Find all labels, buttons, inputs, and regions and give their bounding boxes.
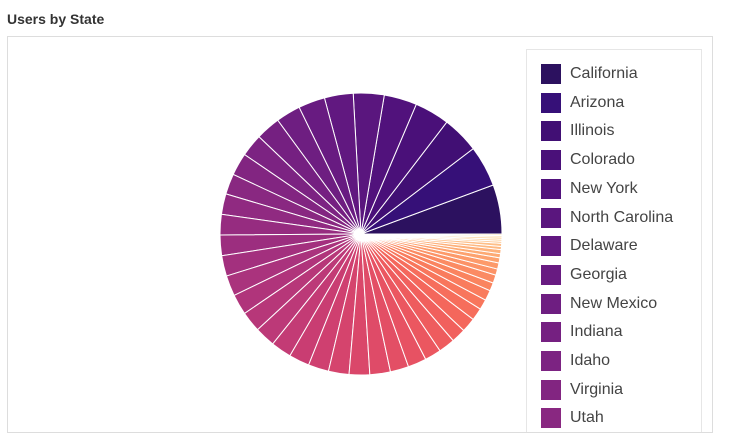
legend-item[interactable]: Delaware xyxy=(541,235,638,257)
legend-swatch xyxy=(541,178,561,199)
legend-item[interactable]: Idaho xyxy=(541,350,610,372)
legend-label: Delaware xyxy=(570,237,638,255)
legend-item[interactable]: North Carolina xyxy=(541,207,673,229)
legend-label: Utah xyxy=(570,409,604,427)
legend-label: Georgia xyxy=(570,265,627,283)
pie-slice-49[interactable] xyxy=(360,233,503,236)
legend-item[interactable]: Virginia xyxy=(541,379,623,401)
legend-label: Idaho xyxy=(570,352,611,369)
chart-panel: California Arizona Illinois Colorado New Yor… xyxy=(7,36,713,433)
legend-item[interactable]: California xyxy=(541,63,638,85)
legend-item[interactable]: Indiana xyxy=(541,321,623,343)
legend-item[interactable]: New Mexico xyxy=(541,293,657,315)
legend-swatch xyxy=(541,322,561,343)
legend-swatch xyxy=(541,264,561,285)
legend-swatch xyxy=(541,408,561,429)
legend-label: New York xyxy=(570,179,638,197)
legend-label: California xyxy=(570,65,638,82)
legend-item[interactable]: New York xyxy=(541,178,638,200)
legend-swatch xyxy=(541,207,561,228)
legend-label: Virginia xyxy=(570,380,624,398)
legend-label: Arizona xyxy=(570,93,625,111)
legend-item[interactable]: Arizona xyxy=(541,92,624,114)
legend-label: New Mexico xyxy=(570,294,658,312)
legend-swatch xyxy=(541,64,561,84)
legend: California Arizona Illinois Colorado New Yor… xyxy=(526,49,702,432)
legend-label: Colorado xyxy=(570,151,635,169)
legend-item[interactable]: Illinois xyxy=(541,120,614,142)
legend-swatch xyxy=(541,150,561,171)
chart-title: Users by State xyxy=(7,11,105,27)
legend-label: Illinois xyxy=(570,122,615,140)
legend-item[interactable]: Colorado xyxy=(541,149,635,171)
legend-swatch xyxy=(541,121,561,142)
legend-swatch xyxy=(541,236,561,257)
legend-item[interactable]: Utah xyxy=(541,407,604,429)
legend-swatch xyxy=(541,379,561,400)
legend-label: Indiana xyxy=(570,323,623,341)
pie-chart xyxy=(219,92,503,376)
legend-swatch xyxy=(541,92,561,113)
legend-swatch xyxy=(541,293,561,314)
legend-item[interactable]: Georgia xyxy=(541,264,627,286)
legend-label: North Carolina xyxy=(570,208,674,226)
legend-swatch xyxy=(541,351,561,371)
